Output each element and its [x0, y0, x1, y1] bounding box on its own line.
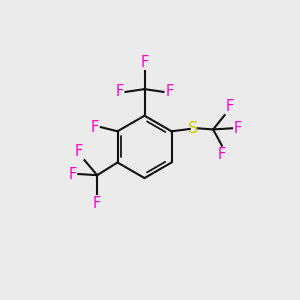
Text: F: F — [165, 84, 174, 99]
Text: F: F — [93, 196, 101, 211]
Text: F: F — [226, 99, 234, 114]
Text: F: F — [140, 55, 148, 70]
Text: F: F — [91, 120, 99, 135]
Text: F: F — [68, 167, 76, 182]
Text: F: F — [116, 84, 124, 99]
Text: S: S — [188, 121, 199, 136]
Text: F: F — [218, 148, 226, 163]
Text: F: F — [75, 144, 83, 159]
Text: F: F — [234, 121, 242, 136]
